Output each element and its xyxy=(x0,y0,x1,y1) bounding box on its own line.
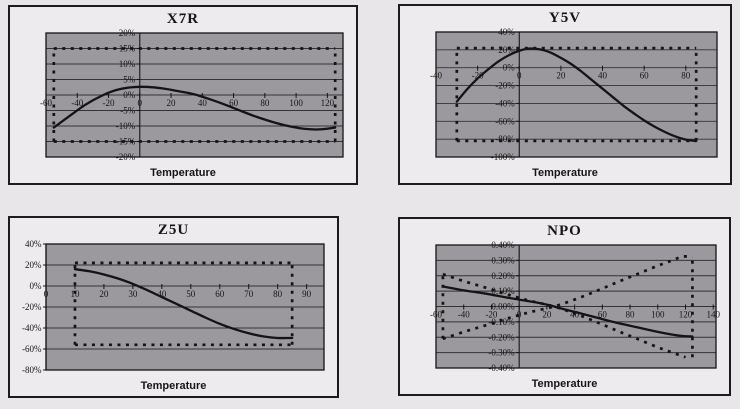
svg-text:15%: 15% xyxy=(119,44,136,54)
svg-text:20%: 20% xyxy=(25,260,42,270)
svg-text:-5%: -5% xyxy=(120,106,135,116)
line-chart-z5u: 40% 20% 0% -20% -40% -60% -80% 0 10 20 30 40 50 60 70 8… xyxy=(22,240,325,375)
svg-text:100: 100 xyxy=(651,310,665,320)
svg-text:-40: -40 xyxy=(430,71,442,81)
svg-text:30: 30 xyxy=(128,289,138,299)
svg-text:-0.40%: -0.40% xyxy=(488,363,515,373)
chart-panel-x7r: X7R 20% 15% 10% 5% 0% -5% -10% -15% -20% -60 -40 -2… xyxy=(8,5,358,185)
svg-text:-60%: -60% xyxy=(22,344,42,354)
svg-text:-40%: -40% xyxy=(22,323,42,333)
chart-panel-z5u: Z5U 40% 20% 0% -20% -40% -60% -80% 0 10 20 30 40 50 6… xyxy=(8,216,339,398)
svg-text:-0.20%: -0.20% xyxy=(488,332,515,342)
svg-text:0: 0 xyxy=(138,98,143,108)
svg-text:0.30%: 0.30% xyxy=(491,255,515,265)
svg-text:20%: 20% xyxy=(119,29,136,38)
svg-text:-40%: -40% xyxy=(495,98,515,108)
svg-text:0%: 0% xyxy=(30,281,43,291)
svg-text:20: 20 xyxy=(167,98,177,108)
svg-text:40: 40 xyxy=(598,71,608,81)
svg-text:120: 120 xyxy=(679,310,693,320)
svg-text:60: 60 xyxy=(229,98,239,108)
svg-text:0.40%: 0.40% xyxy=(491,241,515,250)
svg-text:-20%: -20% xyxy=(22,302,42,312)
svg-text:-60: -60 xyxy=(430,310,442,320)
svg-text:-10%: -10% xyxy=(116,121,136,131)
svg-text:5%: 5% xyxy=(123,75,136,85)
svg-text:-20: -20 xyxy=(485,310,497,320)
x-axis-label-x7r: Temperature xyxy=(150,167,216,179)
svg-text:80: 80 xyxy=(260,98,270,108)
svg-text:-40: -40 xyxy=(458,310,470,320)
svg-text:-20%: -20% xyxy=(495,81,515,91)
svg-text:80: 80 xyxy=(273,289,283,299)
svg-text:-40: -40 xyxy=(71,98,83,108)
x-axis-label-y5v: Temperature xyxy=(532,167,598,179)
svg-text:0: 0 xyxy=(517,71,522,81)
line-chart-y5v: 40% 20% 0% -20% -40% -60% -80% -100% -40 -20 0 20 40… xyxy=(430,28,718,162)
svg-text:60: 60 xyxy=(640,71,650,81)
svg-text:0%: 0% xyxy=(503,63,516,73)
svg-text:-100%: -100% xyxy=(491,152,515,162)
svg-text:-80%: -80% xyxy=(22,365,42,375)
svg-text:-20%: -20% xyxy=(116,152,136,162)
svg-text:40: 40 xyxy=(198,98,208,108)
svg-text:80: 80 xyxy=(626,310,636,320)
svg-text:-20: -20 xyxy=(103,98,115,108)
svg-text:-20: -20 xyxy=(472,71,484,81)
chart-title-z5u: Z5U xyxy=(157,222,190,238)
svg-text:60: 60 xyxy=(598,310,608,320)
svg-text:70: 70 xyxy=(244,289,254,299)
svg-text:140: 140 xyxy=(706,310,720,320)
chart-title-x7r: X7R xyxy=(166,11,200,27)
svg-text:10: 10 xyxy=(70,289,80,299)
svg-text:40%: 40% xyxy=(25,240,42,249)
chart-panel-y5v: Y5V 40% 20% 0% -20% -40% -60% -80% -100% -40 -20 0… xyxy=(398,4,732,185)
svg-text:-0.10%: -0.10% xyxy=(488,317,515,327)
svg-text:-60%: -60% xyxy=(495,116,515,126)
svg-text:0.10%: 0.10% xyxy=(491,286,515,296)
svg-text:20: 20 xyxy=(542,310,552,320)
svg-text:40%: 40% xyxy=(498,28,515,37)
svg-text:40: 40 xyxy=(157,289,167,299)
svg-text:-0.30%: -0.30% xyxy=(488,348,515,358)
svg-text:20: 20 xyxy=(99,289,109,299)
svg-text:0: 0 xyxy=(517,310,522,320)
svg-text:0%: 0% xyxy=(123,90,136,100)
svg-text:120: 120 xyxy=(321,98,335,108)
chart-title-y5v: Y5V xyxy=(548,10,582,26)
svg-text:-15%: -15% xyxy=(116,137,136,147)
svg-text:20%: 20% xyxy=(498,45,515,55)
x-axis-label-npo: Temperature xyxy=(531,378,598,390)
svg-text:0: 0 xyxy=(44,289,49,299)
svg-text:20: 20 xyxy=(556,71,566,81)
svg-text:0.00%: 0.00% xyxy=(491,302,515,312)
x-axis-label-z5u: Temperature xyxy=(140,380,207,392)
svg-text:50: 50 xyxy=(186,289,196,299)
svg-text:80: 80 xyxy=(681,71,691,81)
svg-text:-60: -60 xyxy=(40,98,52,108)
svg-text:0.20%: 0.20% xyxy=(491,271,515,281)
svg-text:60: 60 xyxy=(215,289,225,299)
line-chart-x7r: 20% 15% 10% 5% 0% -5% -10% -15% -20% -60 -40 -20 0 20… xyxy=(40,29,344,162)
svg-text:10%: 10% xyxy=(119,59,136,69)
svg-text:100: 100 xyxy=(289,98,303,108)
svg-text:-80%: -80% xyxy=(495,134,515,144)
chart-title-npo: NPO xyxy=(547,223,582,239)
chart-panel-npo: NPO 0.40% 0.30% 0.20% 0.10% 0.00% -0.10% -0.20… xyxy=(398,217,731,396)
svg-text:90: 90 xyxy=(302,289,312,299)
line-chart-npo: 0.40% 0.30% 0.20% 0.10% 0.00% -0.10% -0.20% -0.… xyxy=(430,241,720,373)
